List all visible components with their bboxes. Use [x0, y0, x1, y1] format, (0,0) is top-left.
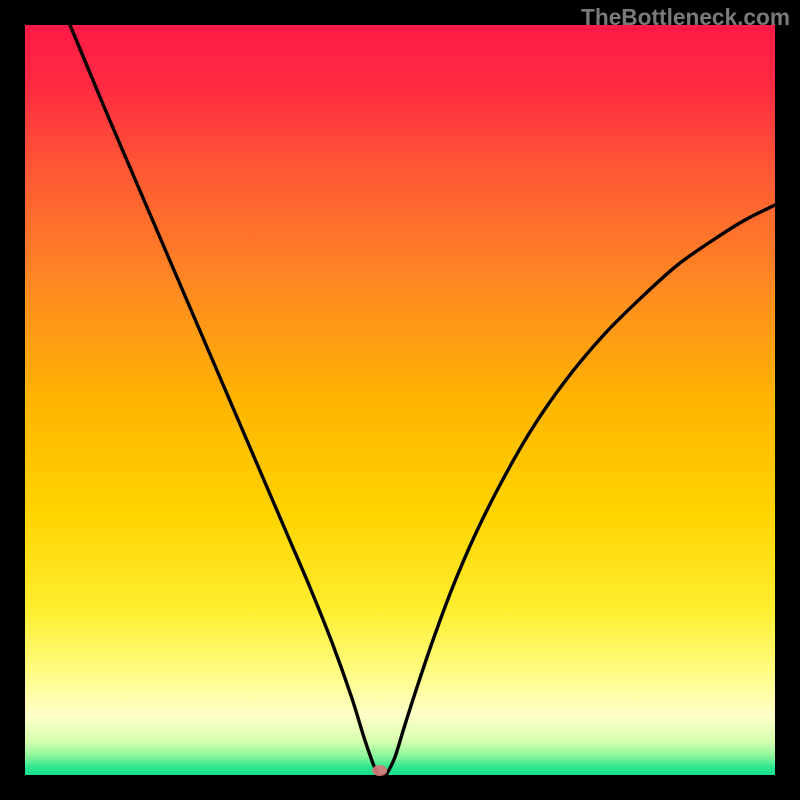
trough-marker — [372, 765, 387, 776]
plot-gradient-background — [25, 25, 775, 775]
watermark-text: TheBottleneck.com — [581, 4, 790, 31]
chart-stage: TheBottleneck.com — [0, 0, 800, 800]
chart-svg — [0, 0, 800, 800]
